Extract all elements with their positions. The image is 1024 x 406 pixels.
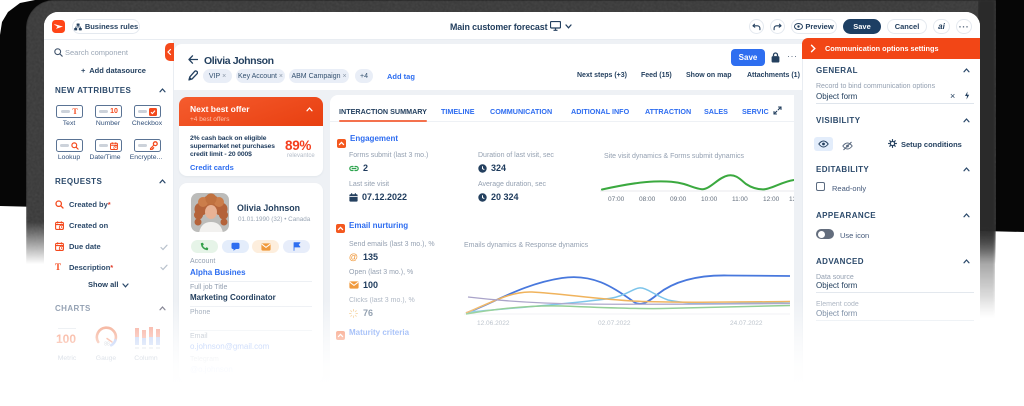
svg-text:88: 88 [104, 342, 110, 348]
